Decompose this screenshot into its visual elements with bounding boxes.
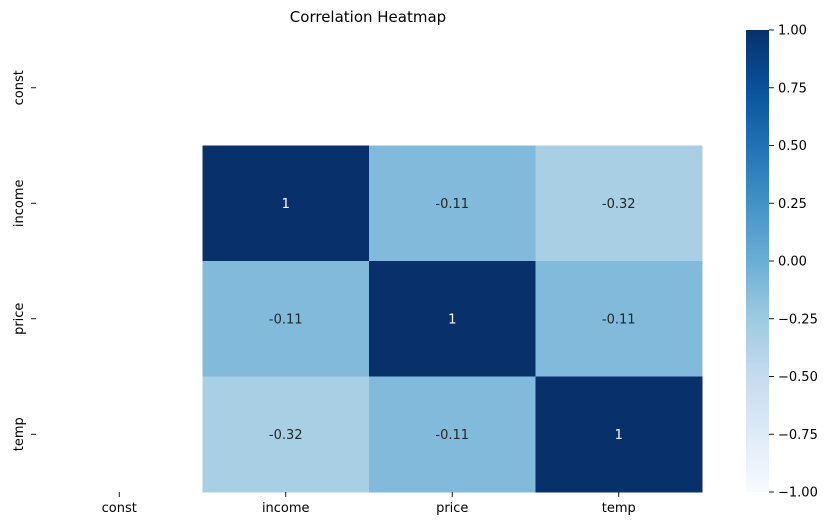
x-tick-label-price: price [436, 501, 468, 516]
heatmap-cell-income-income [202, 145, 370, 262]
heatmap-cell-income-price [369, 145, 536, 262]
colorbar-tick-label: 0.25 [778, 197, 807, 212]
heatmap-cell-income-temp [535, 145, 703, 262]
colorbar-tick-label: −1.00 [778, 486, 818, 501]
colorbar-tick-label: 0.75 [778, 81, 807, 96]
colorbar: 1.00 0.75 0.50 0.25 0.00 −0.25 −0.50 −0.75 −1.00 [746, 24, 818, 501]
y-axis: const income price temp [12, 70, 36, 451]
cell-label-income-temp: -0.32 [602, 197, 636, 212]
heatmap-cell-price-temp [535, 261, 703, 377]
x-tick-label-temp: temp [602, 501, 636, 516]
x-axis: const income price temp [102, 492, 636, 516]
cell-label-income-price: -0.11 [435, 197, 469, 212]
cell-label-price-temp: -0.11 [602, 312, 636, 327]
colorbar-tick-label: 0.50 [778, 139, 807, 154]
heatmap-cell-price-income [202, 261, 370, 377]
heatmap-cells [202, 145, 703, 493]
colorbar-tick-label: 0.00 [778, 255, 807, 270]
cell-label-temp-temp: 1 [615, 428, 623, 443]
x-tick-label-const: const [102, 501, 137, 516]
heatmap-cell-temp-income [202, 376, 370, 493]
cell-label-price-income: -0.11 [269, 312, 303, 327]
colorbar-tick-label: −0.25 [778, 312, 818, 327]
x-tick-label-income: income [262, 501, 310, 516]
colorbar-gradient [746, 30, 769, 492]
colorbar-tick-label: −0.50 [778, 370, 818, 385]
colorbar-tick-label: −0.75 [778, 428, 818, 443]
cell-label-temp-income: -0.32 [269, 428, 303, 443]
y-tick-label-income: income [12, 179, 27, 227]
heatmap-cell-labels: 1 -0.11 -0.32 -0.11 1 -0.11 -0.32 -0.11 1 [269, 197, 636, 443]
cell-label-price-price: 1 [448, 312, 456, 327]
heatmap-cell-temp-price [369, 376, 536, 493]
heatmap-cell-price-price [369, 261, 536, 377]
colorbar-tick-label: 1.00 [778, 24, 807, 39]
chart-title: Correlation Heatmap [290, 8, 446, 26]
y-tick-label-price: price [12, 303, 27, 335]
cell-label-income-income: 1 [282, 197, 290, 212]
cell-label-temp-price: -0.11 [435, 428, 469, 443]
y-tick-label-temp: temp [12, 417, 27, 451]
heatmap-cell-temp-temp [535, 376, 703, 493]
y-tick-label-const: const [12, 70, 27, 105]
